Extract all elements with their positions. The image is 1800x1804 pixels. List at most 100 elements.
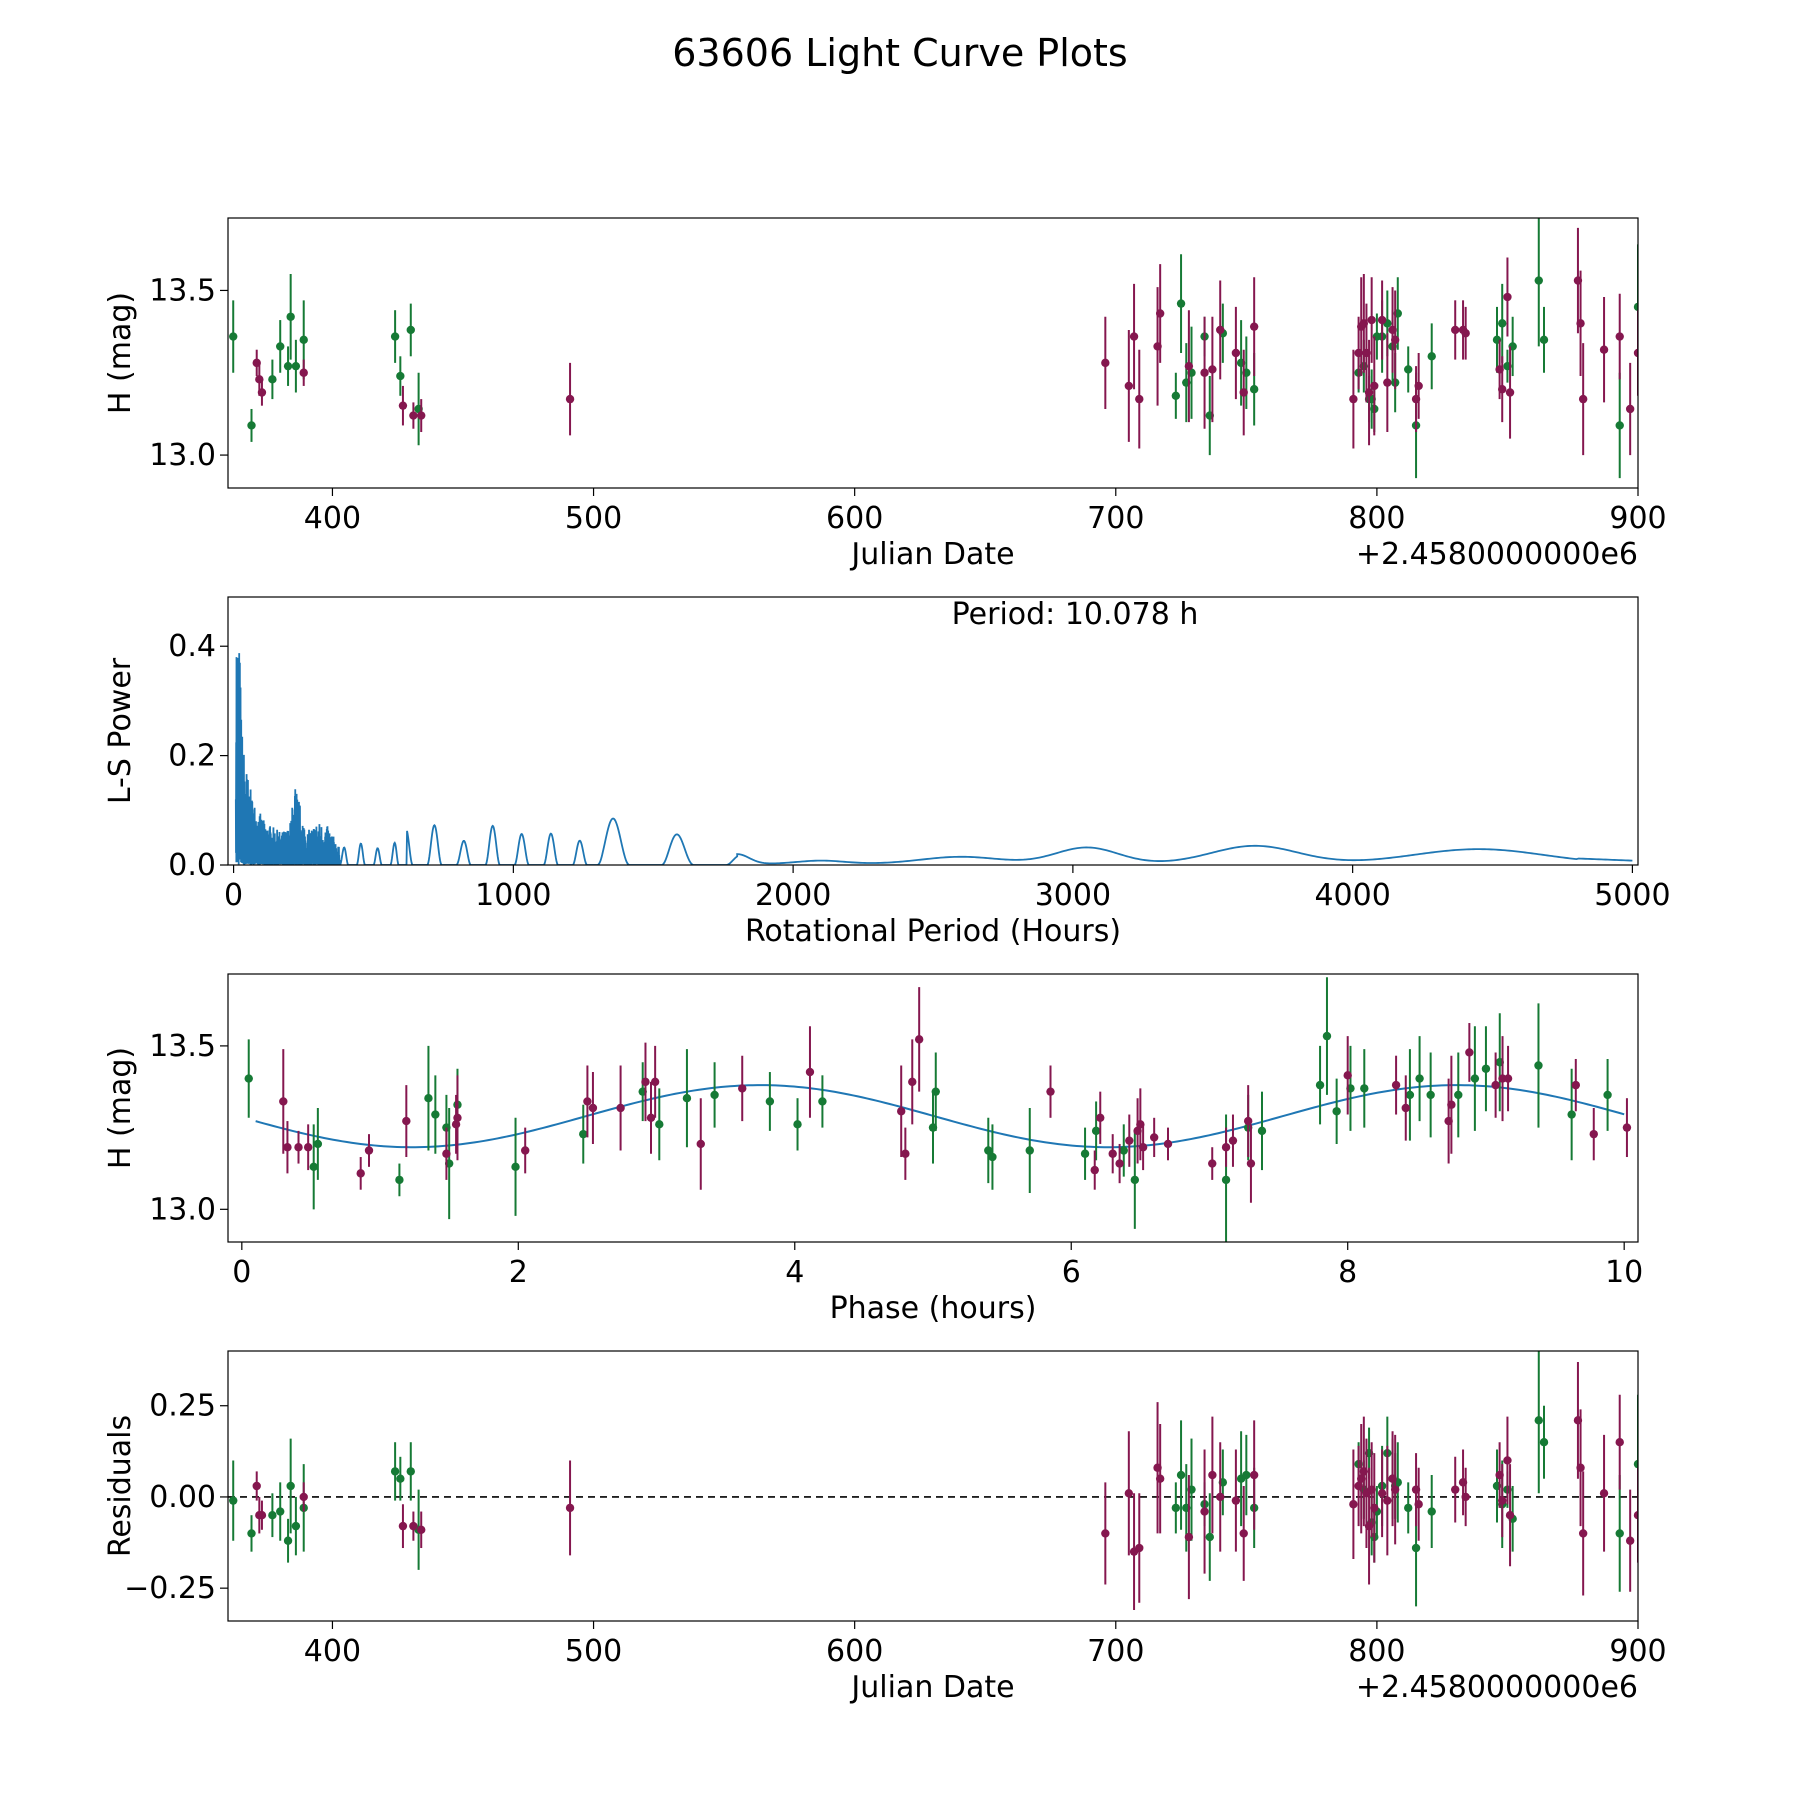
- x-axis-label: Julian Date: [849, 1670, 1014, 1705]
- data-point: [1364, 388, 1374, 397]
- data-point: [1239, 388, 1248, 397]
- data-point: [257, 1510, 267, 1520]
- data-point: [303, 1143, 313, 1152]
- data-point: [1498, 385, 1507, 394]
- y-tick-label: −0.25: [124, 1571, 216, 1606]
- data-point: [1322, 1031, 1332, 1041]
- data-point: [1625, 404, 1635, 414]
- data-point: [1124, 1489, 1134, 1498]
- data-point: [1216, 325, 1225, 335]
- y-tick-label: 13.0: [149, 1192, 216, 1227]
- data-point: [1208, 1470, 1217, 1480]
- data-point: [650, 1077, 660, 1087]
- data-point: [409, 411, 418, 420]
- data-point: [1163, 1139, 1173, 1149]
- data-point: [1447, 1100, 1456, 1109]
- series-purple: [279, 987, 1632, 1203]
- data-point: [268, 1510, 277, 1520]
- data-point: [1228, 1136, 1238, 1145]
- data-point: [565, 394, 575, 404]
- y-axis-label: L-S Power: [103, 657, 138, 804]
- x-tick-label: 900: [1609, 501, 1666, 536]
- data-point: [1101, 1529, 1110, 1538]
- data-point: [1200, 368, 1209, 377]
- data-point: [299, 368, 308, 377]
- y-tick-label: 13.5: [149, 1029, 216, 1064]
- data-point: [276, 1507, 285, 1516]
- data-point: [655, 1120, 664, 1129]
- x-tick-label: 600: [826, 501, 883, 536]
- data-point: [1119, 1146, 1128, 1155]
- data-point: [417, 411, 426, 420]
- data-point: [1534, 1061, 1543, 1070]
- data-point: [1401, 1103, 1410, 1113]
- data-point: [1377, 1489, 1387, 1498]
- data-point: [1578, 394, 1588, 404]
- phase-folded-panel: 0 2 4 6 8 10 13.0 13.5 Phase (hours) H (mag): [103, 973, 1643, 1326]
- data-point: [1208, 1159, 1217, 1168]
- x-tick-label: 6: [1062, 1255, 1081, 1290]
- data-point: [299, 335, 308, 345]
- data-point: [1451, 325, 1460, 335]
- data-point: [1589, 1129, 1598, 1139]
- y-axis-label: H (mag): [103, 1047, 138, 1169]
- data-point: [398, 401, 408, 410]
- data-point: [1231, 1496, 1241, 1505]
- x-tick-label: 8: [1338, 1255, 1357, 1290]
- data-point: [1349, 1500, 1358, 1509]
- data-point: [616, 1103, 625, 1113]
- data-point: [1461, 1492, 1470, 1502]
- data-point: [291, 1521, 301, 1531]
- data-point: [1383, 1496, 1392, 1505]
- data-point: [682, 1093, 692, 1103]
- data-point: [1505, 388, 1515, 397]
- data-point: [299, 1492, 308, 1502]
- y-tick-label: 0.4: [168, 629, 216, 664]
- data-point: [1534, 276, 1543, 285]
- data-point: [309, 1162, 318, 1172]
- data-point: [1426, 1090, 1435, 1100]
- data-point: [1633, 1459, 1638, 1469]
- data-point: [1129, 332, 1139, 341]
- data-point: [1135, 1543, 1144, 1553]
- data-point: [1633, 1510, 1638, 1520]
- data-point: [424, 1093, 433, 1103]
- data-point: [521, 1146, 530, 1155]
- data-point: [1404, 1503, 1413, 1513]
- x-axis-label: Julian Date: [849, 537, 1014, 572]
- data-point: [1481, 1064, 1491, 1073]
- data-point: [1249, 322, 1259, 331]
- data-point: [1391, 1080, 1401, 1090]
- data-point: [252, 1481, 261, 1491]
- data-point: [1539, 335, 1549, 345]
- data-point: [1096, 1113, 1105, 1123]
- data-point: [1243, 1116, 1253, 1126]
- data-point: [229, 332, 238, 341]
- x-axis-label: Phase (hours): [830, 1291, 1037, 1326]
- data-point: [1115, 1159, 1124, 1168]
- data-point: [1046, 1087, 1055, 1096]
- data-point: [1622, 1123, 1632, 1132]
- x-tick-label: 4000: [1314, 878, 1390, 913]
- x-tick-label: 700: [1087, 1634, 1144, 1669]
- plot-area: [244, 977, 1632, 1242]
- x-tick-label: 0: [232, 1255, 251, 1290]
- x-tick-label: 1000: [475, 878, 551, 913]
- x-tick-label: 400: [304, 1634, 361, 1669]
- data-point: [286, 1481, 295, 1491]
- data-point: [1171, 1503, 1181, 1513]
- data-point: [283, 1143, 292, 1152]
- data-point: [1405, 1090, 1415, 1100]
- data-point: [402, 1116, 411, 1126]
- data-point: [1461, 329, 1470, 338]
- plot-frame: [227, 973, 1639, 1243]
- data-point: [1176, 1470, 1186, 1480]
- data-point: [1503, 292, 1512, 302]
- data-point: [1171, 391, 1181, 401]
- x-tick-label: 10: [1605, 1255, 1643, 1290]
- data-point: [291, 361, 301, 371]
- data-point: [1130, 1175, 1140, 1185]
- series-purple: [252, 1361, 1638, 1611]
- data-point: [805, 1067, 815, 1077]
